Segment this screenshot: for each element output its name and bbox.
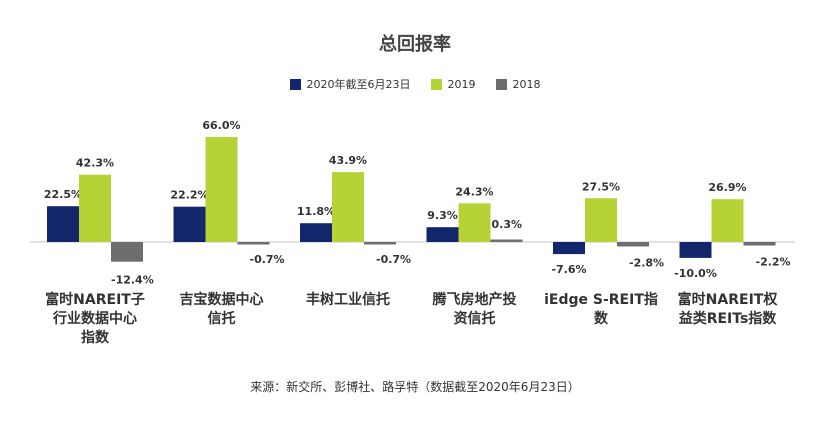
legend-label: 2019 [447,77,476,91]
category-label: 行业数据中心 [52,310,137,327]
bar-0-5 [679,242,712,258]
data-label: -2.2% [756,256,791,269]
data-label: 9.3% [427,209,458,222]
legend-swatch [495,78,507,90]
data-label: 22.2% [170,189,208,202]
legend-swatch [430,78,442,90]
category-label: 富时NAREIT子 [45,291,145,308]
legend-label: 2018 [512,77,541,91]
bar-2-1 [237,242,270,245]
chart-title: 总回报率 [379,34,451,55]
bar-1-5 [711,199,744,242]
bar-0-1 [173,206,206,242]
bar-0-4 [553,242,585,255]
bar-2-0 [111,242,143,262]
data-label: -7.6% [551,263,586,276]
data-label: 42.3% [76,157,114,170]
legend-item-2: 2018 [495,77,541,91]
data-label: -10.0% [674,267,717,280]
legend-item-0: 2020年截至6月23日 [289,76,411,92]
bar-1-3 [458,203,491,242]
bar-2-2 [364,242,396,245]
data-label: -12.4% [111,274,154,287]
legend-swatch [289,78,301,90]
category-label: iEdge S-REIT指 [544,291,658,308]
data-label: -0.7% [250,253,285,266]
category-label: 益类REITs指数 [679,310,778,327]
bar-1-0 [79,174,111,242]
category-label: 信托 [208,310,236,327]
category-label: 资信托 [454,310,496,327]
data-label: 66.0% [202,119,240,132]
bar-0-3 [426,227,459,242]
data-label: -0.7% [376,253,411,266]
bar-0-0 [47,206,79,242]
data-label: 24.3% [455,185,493,198]
bar-2-5 [743,242,776,246]
bar-1-4 [585,198,617,242]
data-label: 43.9% [329,154,367,167]
source-note: 来源：新交所、彭博社、路孚特（数据截至2020年6月23日） [250,380,580,394]
data-label: 27.5% [582,180,620,193]
legend: 2020年截至6月23日 2019 2018 [0,76,830,92]
bar-2-3 [490,239,523,242]
bar-0-2 [300,223,332,242]
data-label: -2.8% [629,256,664,269]
legend-label: 2020年截至6月23日 [306,78,411,91]
category-label: 数 [594,310,609,327]
bar-2-4 [617,242,649,247]
category-label: 吉宝数据中心 [180,291,264,308]
data-label: 26.9% [708,181,746,194]
bar-1-2 [332,172,364,242]
data-label: 11.8% [297,205,335,218]
bar-1-1 [205,137,238,242]
category-label: 指数 [81,329,110,346]
legend-item-1: 2019 [430,77,476,91]
category-label: 腾飞房地产投 [433,291,517,308]
category-label: 富时NAREIT权 [678,291,779,308]
data-label: 0.3% [492,218,523,231]
data-label: 22.5% [44,188,82,201]
category-label: 丰树工业信托 [306,291,390,308]
